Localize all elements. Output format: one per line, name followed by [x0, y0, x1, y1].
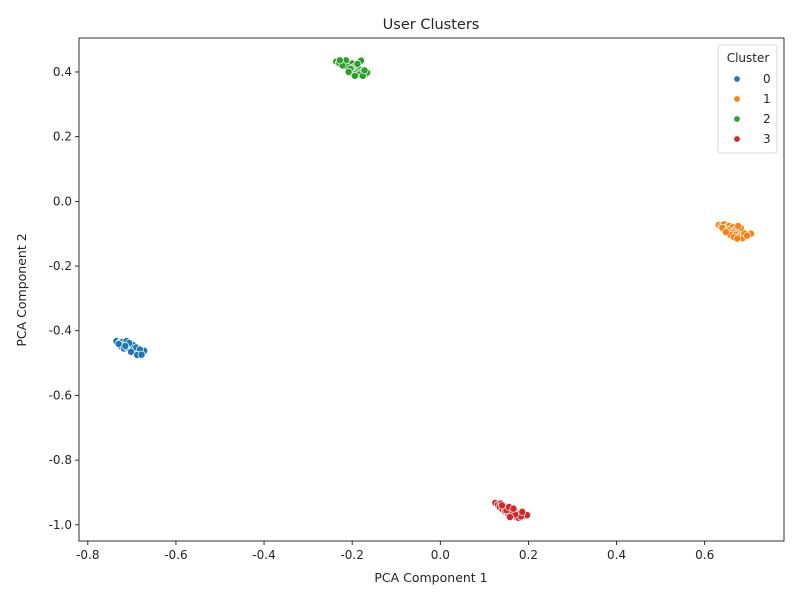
series-0: [112, 337, 149, 359]
x-tick-label: -0.4: [252, 548, 275, 562]
scatter-point: [335, 56, 344, 65]
scatter-point: [121, 342, 130, 350]
y-tick-label: 0.2: [53, 130, 72, 144]
scatter-point: [137, 350, 146, 359]
series-2: [332, 56, 372, 80]
y-axis-label: PCA Component 2: [14, 233, 29, 346]
y-tick-label: 0.0: [53, 194, 72, 208]
scatter-point: [114, 340, 123, 348]
scatter-point: [721, 228, 730, 237]
plot-frame: [78, 37, 785, 542]
x-tick-label: 0.2: [519, 548, 538, 562]
scatter-point: [733, 234, 742, 243]
y-tick-label: 0.4: [53, 65, 72, 79]
y-tick-label: -1.0: [49, 518, 72, 532]
legend-marker: [733, 135, 741, 143]
y-tick-label: -0.6: [49, 388, 72, 402]
legend-marker: [733, 75, 741, 83]
legend-label: 2: [763, 112, 771, 126]
series-1: [714, 220, 755, 243]
legend-entry: 1: [733, 92, 771, 106]
x-tick-label: -0.8: [76, 548, 99, 562]
series-3: [491, 498, 532, 522]
legend-marker: [733, 115, 741, 123]
legend-label: 0: [763, 72, 771, 86]
y-tick-label: -0.4: [49, 324, 72, 338]
scatter-point: [127, 347, 135, 356]
x-axis-label: PCA Component 1: [374, 570, 487, 585]
scatter-point: [498, 501, 506, 510]
x-tick-label: -0.2: [340, 548, 363, 562]
legend-label: 3: [763, 132, 771, 146]
legend-box: [717, 44, 778, 154]
plot-area: [112, 56, 755, 522]
scatter-point: [509, 504, 518, 513]
scatter-point: [353, 59, 362, 68]
x-tick-label: 0.0: [431, 548, 450, 562]
y-tick-label: -0.8: [49, 453, 72, 467]
scatter-point: [360, 66, 369, 75]
y-tick-label: -0.2: [49, 259, 72, 273]
legend-entry: 0: [733, 72, 771, 86]
x-tick-label: 0.4: [607, 548, 626, 562]
legend-entry: 3: [733, 132, 771, 146]
legend: Cluster 0 1 2 3: [717, 44, 778, 154]
scatter-point: [505, 513, 514, 522]
legend-entry: 2: [733, 112, 771, 126]
scatter-point: [350, 71, 359, 80]
legend-title: Cluster: [727, 51, 770, 65]
scatter-point: [518, 507, 527, 516]
scatter-point: [734, 221, 743, 230]
legend-marker: [733, 95, 741, 103]
x-axis: -0.8 -0.6 -0.4 -0.2 0.0 0.2 0.4 0.6: [76, 541, 714, 562]
chart-title: User Clusters: [383, 17, 480, 33]
x-tick-label: 0.6: [695, 548, 714, 562]
scatter-point: [743, 231, 751, 240]
legend-label: 1: [763, 92, 771, 106]
scatter-point: [344, 68, 353, 76]
y-axis: -1.0 -0.8 -0.6 -0.4 -0.2 0.0 0.2 0.4: [49, 65, 79, 532]
x-tick-label: -0.6: [164, 548, 187, 562]
